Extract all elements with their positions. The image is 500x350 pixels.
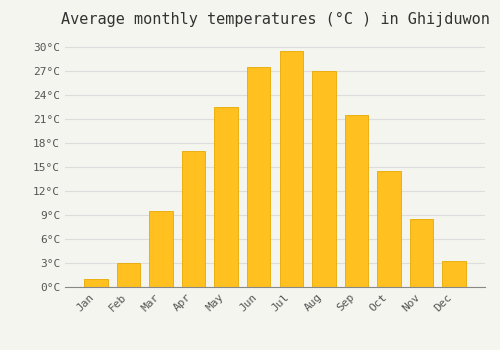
Bar bbox=[214, 107, 238, 287]
Bar bbox=[442, 261, 466, 287]
Bar bbox=[378, 171, 401, 287]
Bar bbox=[410, 219, 434, 287]
Bar bbox=[344, 115, 368, 287]
Bar bbox=[182, 151, 206, 287]
Bar bbox=[149, 211, 172, 287]
Bar bbox=[116, 263, 140, 287]
Bar bbox=[247, 67, 270, 287]
Bar bbox=[312, 71, 336, 287]
Bar bbox=[84, 279, 108, 287]
Title: Average monthly temperatures (°C ) in Ghijduwon: Average monthly temperatures (°C ) in Gh… bbox=[60, 12, 490, 27]
Bar bbox=[280, 51, 303, 287]
